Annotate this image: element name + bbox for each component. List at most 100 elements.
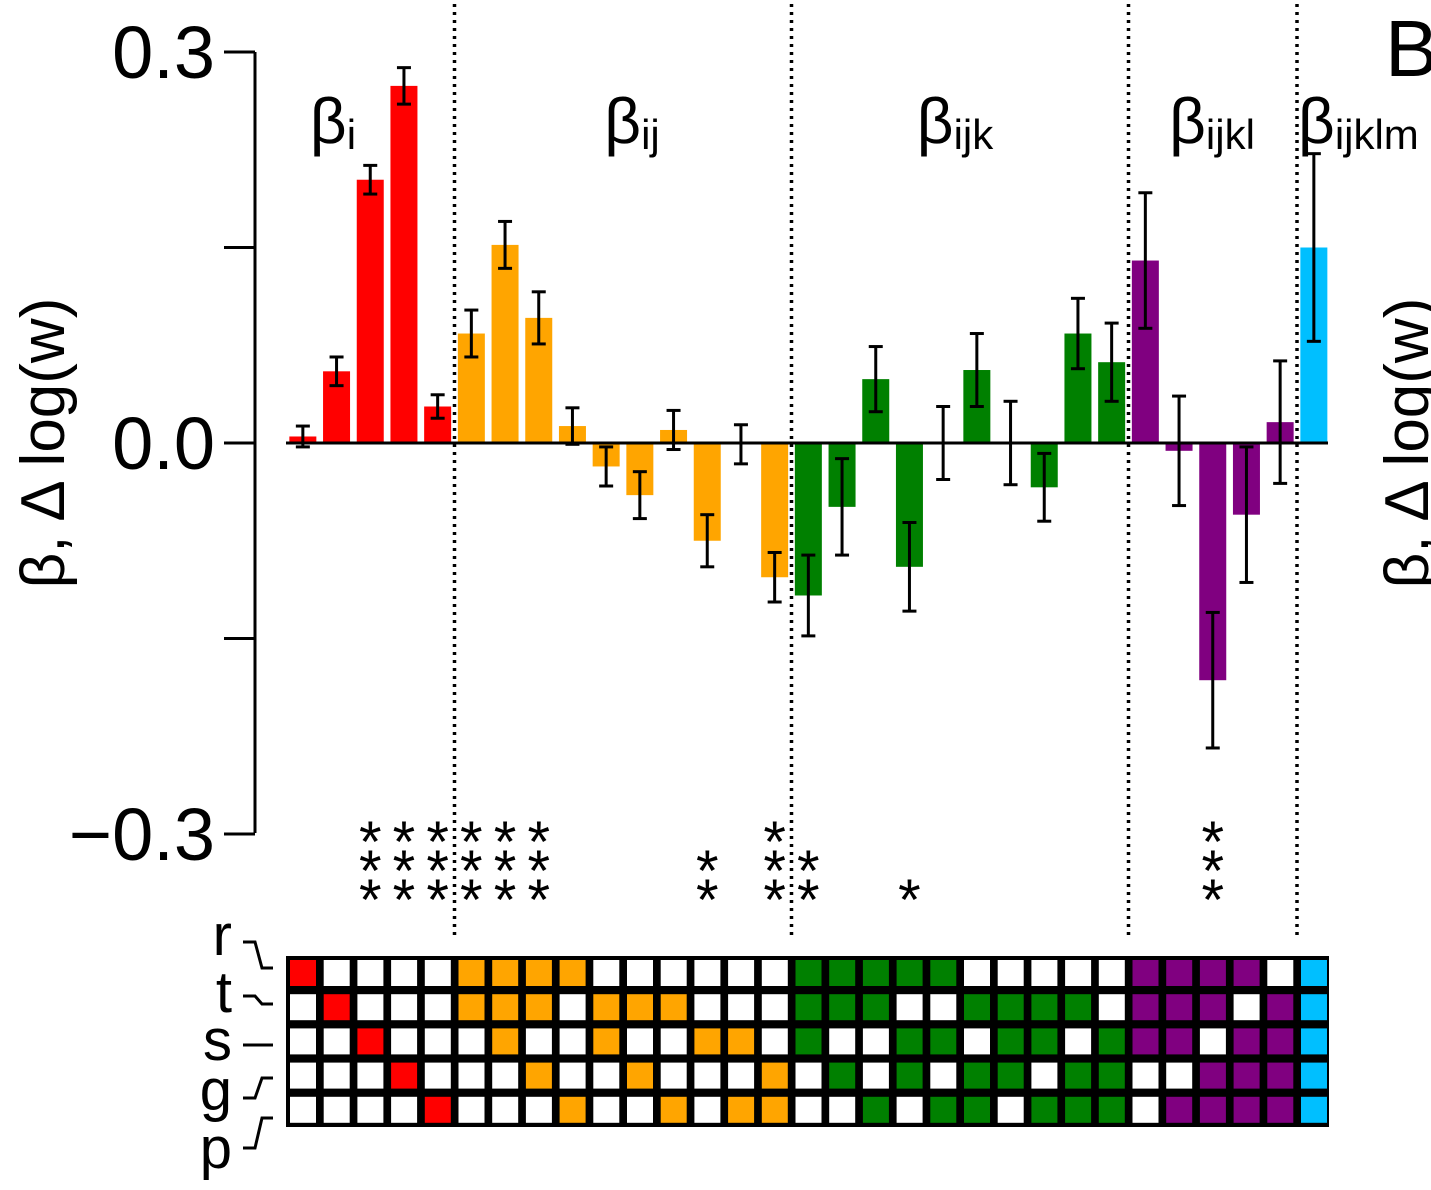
bar	[390, 85, 418, 444]
y-tick-label: −0.3	[69, 793, 215, 876]
matrix-cell	[1031, 1096, 1058, 1123]
y-axis: 0.3 0.0 −0.3	[69, 11, 257, 876]
group-label-subscript: ijkl	[1206, 111, 1255, 158]
matrix-cell	[761, 1096, 788, 1123]
matrix-cell	[728, 1062, 755, 1089]
matrix-cell	[660, 1096, 687, 1123]
matrix-cell	[458, 1028, 485, 1055]
matrix-cell	[1301, 1096, 1327, 1123]
right-panel-y-axis-title: β, Δ log(w)	[1373, 298, 1431, 589]
matrix-cell	[862, 994, 889, 1021]
matrix-cell	[290, 994, 316, 1021]
matrix-cell	[997, 1028, 1024, 1055]
matrix-cell	[1065, 1028, 1092, 1055]
matrix-cell	[862, 960, 889, 986]
matrix-cell	[1267, 1028, 1294, 1055]
matrix-cell	[1233, 1096, 1260, 1123]
matrix-cell	[997, 1062, 1024, 1089]
matrix-cell	[862, 1062, 889, 1089]
group-label-subscript: ijklm	[1335, 111, 1419, 158]
interaction-matrix	[286, 956, 1329, 1127]
matrix-cell	[862, 1028, 889, 1055]
matrix-row-connector	[243, 940, 273, 970]
matrix-cell	[1199, 1028, 1226, 1055]
matrix-cell	[559, 1028, 586, 1055]
matrix-cell	[593, 960, 620, 986]
matrix-cell	[1233, 1062, 1260, 1089]
significance-star: *	[763, 868, 786, 933]
matrix-cell	[627, 960, 653, 986]
group-labels: βi βij βijk βijkl βijklm	[310, 85, 1419, 158]
matrix-cell	[323, 1062, 350, 1089]
matrix-row-label: s	[203, 1008, 232, 1073]
matrix-cell	[930, 1096, 957, 1123]
matrix-cell	[627, 994, 653, 1021]
matrix-cell	[964, 1028, 990, 1055]
significance-star: *	[527, 868, 550, 933]
matrix-cell	[1098, 994, 1125, 1021]
significance-star: *	[426, 839, 449, 904]
matrix-cell	[1301, 960, 1327, 986]
matrix-cell	[1267, 960, 1294, 986]
matrix-cell	[1301, 994, 1327, 1021]
matrix-cell	[492, 960, 519, 986]
matrix-cell	[829, 1028, 856, 1055]
matrix-cell	[997, 994, 1024, 1021]
matrix-cell	[627, 1028, 653, 1055]
matrix-cell	[593, 1096, 620, 1123]
matrix-cell	[1098, 1096, 1125, 1123]
matrix-cell	[1267, 994, 1294, 1021]
significance-star: *	[696, 868, 719, 933]
matrix-cell	[1166, 1062, 1193, 1089]
matrix-cell	[458, 1062, 485, 1089]
group-label-subscript: ij	[641, 111, 660, 158]
matrix-cell	[1199, 1062, 1226, 1089]
panel-label: B	[1385, 4, 1431, 93]
matrix-cell	[391, 1028, 418, 1055]
matrix-cell	[1098, 960, 1125, 986]
matrix-cell	[728, 1096, 755, 1123]
matrix-cell	[1267, 1062, 1294, 1089]
y-tick-label: 0.3	[112, 11, 215, 94]
matrix-cell	[761, 994, 788, 1021]
matrix-cell	[424, 994, 451, 1021]
matrix-cell	[660, 994, 687, 1021]
significance-star: *	[1201, 810, 1224, 875]
matrix-cell	[660, 960, 687, 986]
group-label: βijklm	[1298, 85, 1419, 158]
matrix-row-label: g	[200, 1058, 232, 1123]
significance-star: *	[460, 868, 483, 933]
matrix-cell	[761, 1062, 788, 1089]
matrix-cell	[896, 994, 923, 1021]
matrix-cell	[458, 994, 485, 1021]
matrix-cell	[1166, 960, 1193, 986]
matrix-cell	[492, 1028, 519, 1055]
bar	[491, 244, 519, 443]
error-bars	[295, 66, 1321, 750]
matrix-cell	[1132, 1062, 1159, 1089]
matrix-cell	[1031, 994, 1058, 1021]
matrix-cell	[1065, 1096, 1092, 1123]
significance-star: *	[460, 839, 483, 904]
matrix-cell	[559, 960, 586, 986]
significance-star: *	[426, 810, 449, 875]
matrix-cell	[1132, 1096, 1159, 1123]
matrix-cell	[559, 1096, 586, 1123]
matrix-cell	[424, 1096, 451, 1123]
significance-star: *	[797, 839, 820, 904]
matrix-cell	[964, 1096, 990, 1123]
matrix-cell	[391, 960, 418, 986]
significance-star: *	[359, 868, 382, 933]
matrix-row-label: r	[213, 903, 232, 968]
significance-star: *	[1201, 839, 1224, 904]
matrix-cell	[1065, 994, 1092, 1021]
matrix-cell	[357, 1096, 384, 1123]
matrix-cell	[458, 960, 485, 986]
y-axis-title: β, Δ log(w)	[9, 298, 78, 589]
matrix-cell	[593, 1028, 620, 1055]
matrix-cell	[627, 1096, 653, 1123]
matrix-cell	[1132, 960, 1159, 986]
group-label-subscript: i	[347, 111, 356, 158]
significance-star: *	[494, 868, 517, 933]
